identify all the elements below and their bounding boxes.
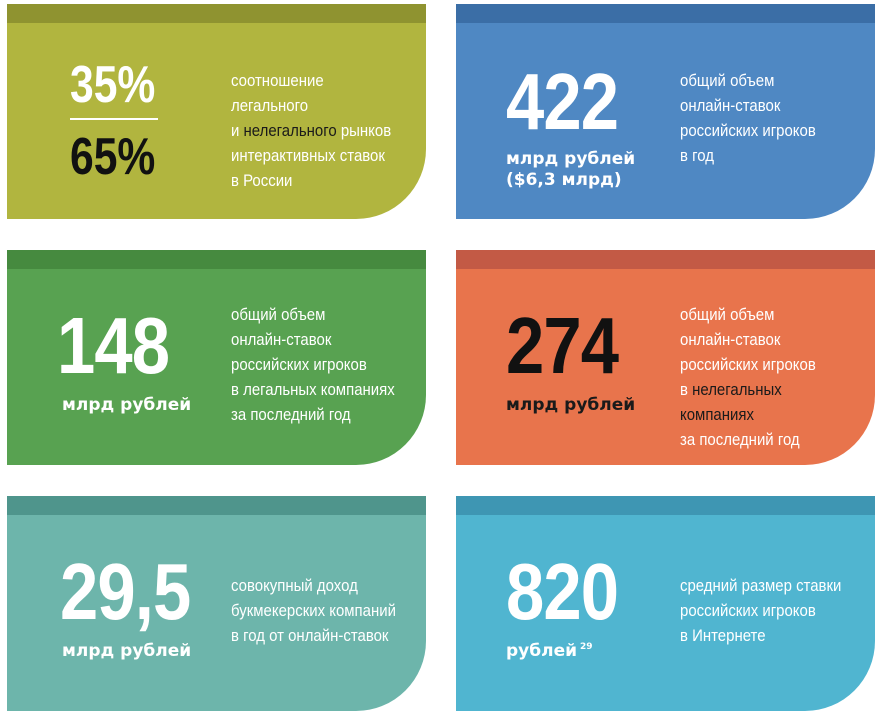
- card-description: совокупный доход букмекерских компаний в…: [231, 576, 396, 645]
- stat-card-illegal-volume: 274 млрд рублей общий объем онлайн-ставо…: [456, 250, 875, 465]
- stat-value: 148: [57, 301, 170, 390]
- card-stripe: [7, 4, 426, 23]
- stat-unit: млрд рублей: [506, 149, 636, 169]
- highlight-illegal: нелегальных компаниях: [680, 380, 782, 424]
- ratio-divider: [70, 118, 158, 120]
- stat-value: 422: [506, 57, 619, 146]
- card-description: общий объем онлайн-ставок российских игр…: [680, 305, 816, 449]
- stat-card-average-bet: 820 рублей 29 средний размер ставки росси…: [456, 496, 875, 711]
- card-description: соотношение легального и нелегального ры…: [231, 71, 392, 190]
- stat-card-legal-volume: 148 млрд рублей общий объем онлайн-ставо…: [7, 250, 426, 465]
- legal-share-value: 35%: [70, 56, 156, 114]
- highlight-illegal: нелегального: [243, 121, 337, 140]
- stat-unit: млрд рублей: [506, 395, 636, 415]
- stat-unit: млрд рублей: [62, 641, 192, 661]
- card-stripe: [456, 4, 875, 23]
- stat-value: 820: [506, 547, 619, 636]
- stat-unit-usd: ($6,3 млрд): [506, 170, 622, 190]
- card-stripe: [7, 496, 426, 515]
- card-description: средний размер ставки российских игроков…: [680, 576, 842, 645]
- card-stripe: [456, 496, 875, 515]
- stat-value: 274: [506, 301, 619, 390]
- card-stripe: [456, 250, 875, 269]
- card-stripe: [7, 250, 426, 269]
- card-description: общий объем онлайн-ставок российских игр…: [680, 71, 816, 165]
- footnote-marker: 29: [580, 642, 593, 652]
- stat-unit: рублей 29: [506, 641, 593, 661]
- stat-value: 29,5: [60, 547, 191, 636]
- illegal-share-value: 65%: [70, 128, 156, 186]
- stat-card-market-ratio: 35% 65% соотношение легального и нелегал…: [7, 4, 426, 219]
- card-description: общий объем онлайн-ставок российских игр…: [231, 305, 395, 424]
- stat-unit: млрд рублей: [62, 395, 192, 415]
- stat-card-bookmaker-income: 29,5 млрд рублей совокупный доход букмек…: [7, 496, 426, 711]
- stat-card-total-volume: 422 млрд рублей ($6,3 млрд) общий объем …: [456, 4, 875, 219]
